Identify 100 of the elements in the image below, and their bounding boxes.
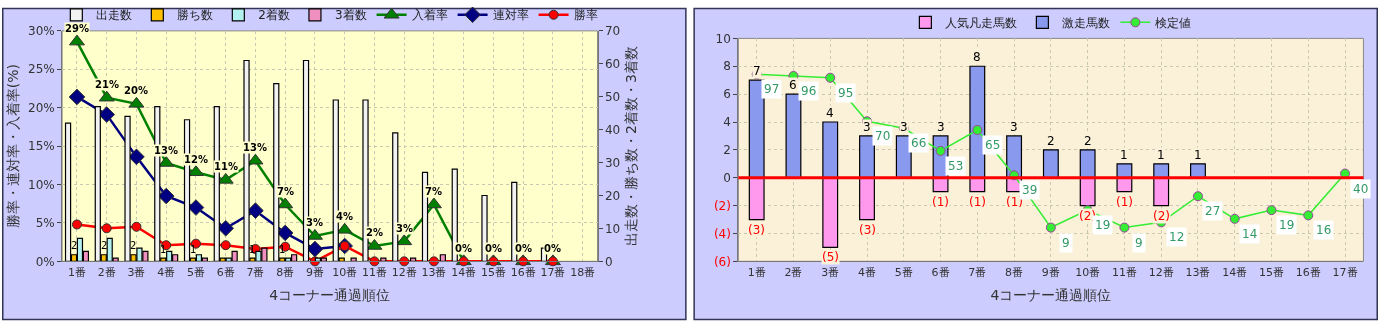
x-tick-label: 1番 [747, 265, 766, 279]
data-label: (5) [822, 250, 839, 264]
legend-label: 激走馬数 [1062, 16, 1111, 31]
point [369, 256, 380, 267]
bar [380, 257, 387, 262]
x-tick-label: 12番 [1148, 265, 1174, 279]
data-label: 9 [1135, 236, 1143, 250]
x-tick-label: 14番 [451, 265, 477, 279]
x-tick-label: 9番 [305, 265, 324, 279]
point [396, 234, 413, 246]
x-tick-label: 17番 [540, 265, 566, 279]
data-label: 8 [973, 50, 981, 64]
point [366, 238, 383, 250]
point [1303, 210, 1314, 221]
data-label: 14 [1242, 227, 1258, 241]
data-label: 12% [184, 154, 208, 165]
data-label: 19 [1279, 218, 1295, 232]
point [825, 72, 836, 83]
point [157, 187, 175, 205]
y-tick-label: 20% [28, 100, 55, 115]
point [128, 96, 145, 108]
point [428, 256, 439, 267]
bar [409, 257, 417, 262]
point [1119, 222, 1130, 233]
y-tick-label: (4) [713, 226, 731, 241]
legend-label: 人気凡走馬数 [945, 16, 1018, 31]
data-label: 97 [764, 82, 780, 96]
x-tick-label: 12番 [391, 265, 417, 279]
legend-label: 2着数 [258, 8, 290, 23]
data-label: 19 [1095, 218, 1111, 232]
x-tick-label: 13番 [421, 265, 447, 279]
data-label: 6 [789, 78, 797, 92]
data-label: 66 [911, 136, 927, 150]
data-label: 16 [1316, 223, 1332, 237]
data-label: 3 [863, 120, 871, 134]
y-tick-label: 0% [35, 254, 55, 269]
y-tick-label: 2 [723, 143, 731, 158]
y2-tick-label: 20 [604, 188, 621, 203]
data-label: 70 [875, 129, 891, 143]
x-tick-label: 2番 [784, 265, 803, 279]
point [220, 240, 231, 251]
point [1266, 205, 1277, 216]
data-label: (2) [1153, 209, 1170, 223]
data-label: 39 [1022, 183, 1038, 197]
point [1192, 191, 1203, 202]
legend-label: 勝ち数 [177, 8, 214, 23]
point [247, 153, 264, 165]
point [336, 222, 353, 234]
bar [1079, 177, 1096, 207]
data-label: 95 [838, 86, 854, 100]
y-tick-label: (6) [713, 254, 731, 269]
data-label: 0% [485, 243, 502, 254]
y2-axis-title: 出走数・勝ち数・2着数・3着数 [622, 46, 639, 247]
data-label: 12 [1169, 230, 1185, 244]
point [128, 148, 145, 166]
y-tick-label: 15% [28, 139, 55, 154]
x-tick-label: 11番 [361, 265, 387, 279]
bar [1079, 149, 1096, 179]
bar [785, 93, 802, 179]
data-label: 1 [279, 244, 286, 255]
y-tick-label: 30% [28, 24, 55, 39]
y2-tick-label: 50 [604, 89, 621, 104]
x-tick-label: 3番 [127, 265, 146, 279]
data-label: 96 [801, 84, 817, 98]
data-label: 3 [1010, 120, 1018, 134]
x-tick-label: 13番 [1185, 265, 1211, 279]
y-tick-label: 5% [35, 216, 55, 231]
y-tick-label: (2) [713, 198, 731, 213]
bar [822, 121, 839, 179]
x-axis-title: 4コーナー通過順位 [269, 286, 391, 303]
point [276, 224, 294, 242]
bar [859, 135, 875, 179]
point [68, 88, 86, 106]
data-label: 21% [95, 79, 119, 90]
data-label: (1) [969, 195, 986, 209]
bar [350, 257, 357, 262]
point [98, 106, 116, 123]
data-label: 53 [948, 159, 964, 173]
data-label: 1 [1157, 148, 1165, 162]
legend-label: 3着数 [334, 8, 367, 23]
data-label: 4% [336, 211, 353, 222]
y-tick-label: 4 [723, 115, 731, 130]
x-tick-label: 18番 [570, 265, 596, 279]
point [972, 125, 983, 136]
data-label: 0% [515, 243, 532, 254]
x-tick-label: 5番 [186, 265, 205, 279]
x-tick-label: 16番 [1295, 265, 1321, 279]
x-tick-label: 2番 [97, 265, 116, 279]
legend-label: 連対率 [492, 8, 529, 23]
y-axis-title: 勝率・連対率・入着率(%) [4, 63, 21, 229]
data-label: 40 [1353, 182, 1369, 196]
point [98, 90, 115, 102]
bar [859, 177, 875, 221]
x-tick-label: 15番 [1259, 265, 1285, 279]
x-tick-label: 7番 [968, 265, 987, 279]
x-tick-label: 1番 [67, 265, 86, 279]
x-tick-label: 14番 [1222, 265, 1248, 279]
x-tick-label: 8番 [276, 265, 295, 279]
y2-tick-label: 70 [604, 24, 621, 39]
legend-label: 入着率 [411, 8, 448, 23]
